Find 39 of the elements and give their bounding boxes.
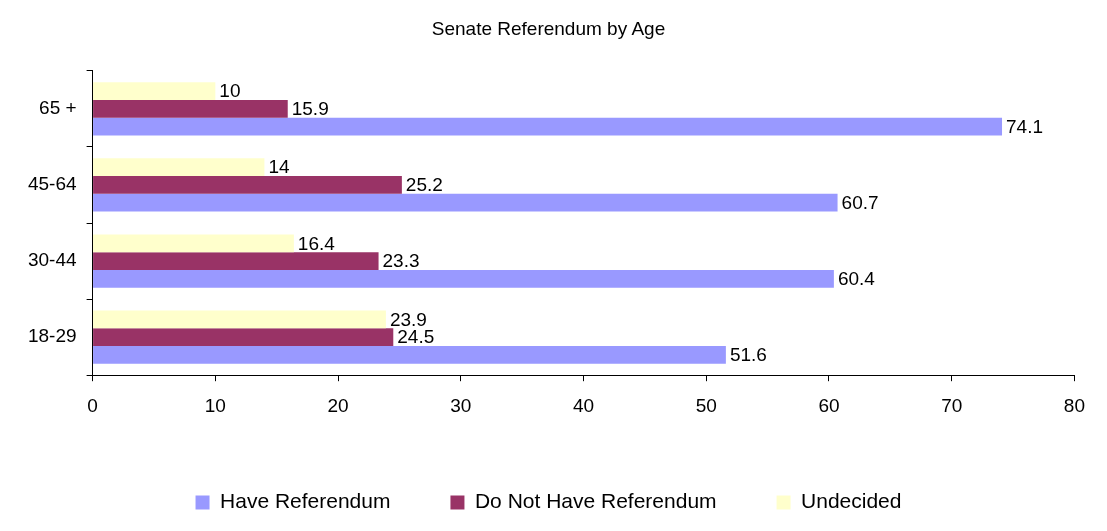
bar (93, 269, 834, 288)
x-tick-label: 50 (695, 394, 717, 416)
bar (93, 82, 216, 100)
y-tick-label: 30-44 (27, 249, 78, 271)
x-tick-label: 40 (572, 394, 595, 416)
bar (93, 310, 386, 329)
x-tick-label: 30 (450, 394, 472, 416)
bar (93, 158, 265, 177)
legend-label: Undecided (801, 489, 902, 513)
data-label: 25.2 (405, 174, 443, 196)
legend-label: Have Referendum (220, 489, 391, 513)
data-label: 74.1 (1006, 115, 1044, 137)
bar (93, 234, 294, 253)
y-tick-label: 45-64 (27, 173, 78, 195)
bar (93, 99, 288, 118)
x-tick-label: 60 (818, 394, 840, 416)
data-label: 60.4 (837, 268, 876, 290)
data-label: 23.3 (382, 250, 420, 272)
x-tick-label: 20 (327, 394, 349, 416)
y-tick-label: 18-29 (27, 325, 77, 347)
x-tick-label: 10 (204, 394, 226, 416)
data-label: 15.9 (291, 98, 329, 120)
bar (93, 328, 394, 347)
bar (93, 176, 402, 194)
x-tick-label: 70 (941, 394, 963, 416)
chart-title: Senate Referendum by Age (431, 17, 666, 39)
bar (93, 252, 379, 270)
data-label: 16.4 (297, 232, 336, 254)
data-label: 51.6 (729, 344, 767, 366)
x-tick-label: 80 (1063, 394, 1085, 416)
x-tick-label: 0 (87, 394, 98, 416)
bar (93, 117, 1003, 136)
legend-label: Do Not Have Referendum (474, 489, 717, 513)
bar (93, 346, 726, 364)
bar (93, 193, 838, 212)
data-label: 60.7 (841, 191, 879, 213)
y-tick-label: 65 + (39, 97, 77, 119)
data-label: 14 (268, 156, 290, 178)
data-label: 10 (219, 80, 241, 102)
